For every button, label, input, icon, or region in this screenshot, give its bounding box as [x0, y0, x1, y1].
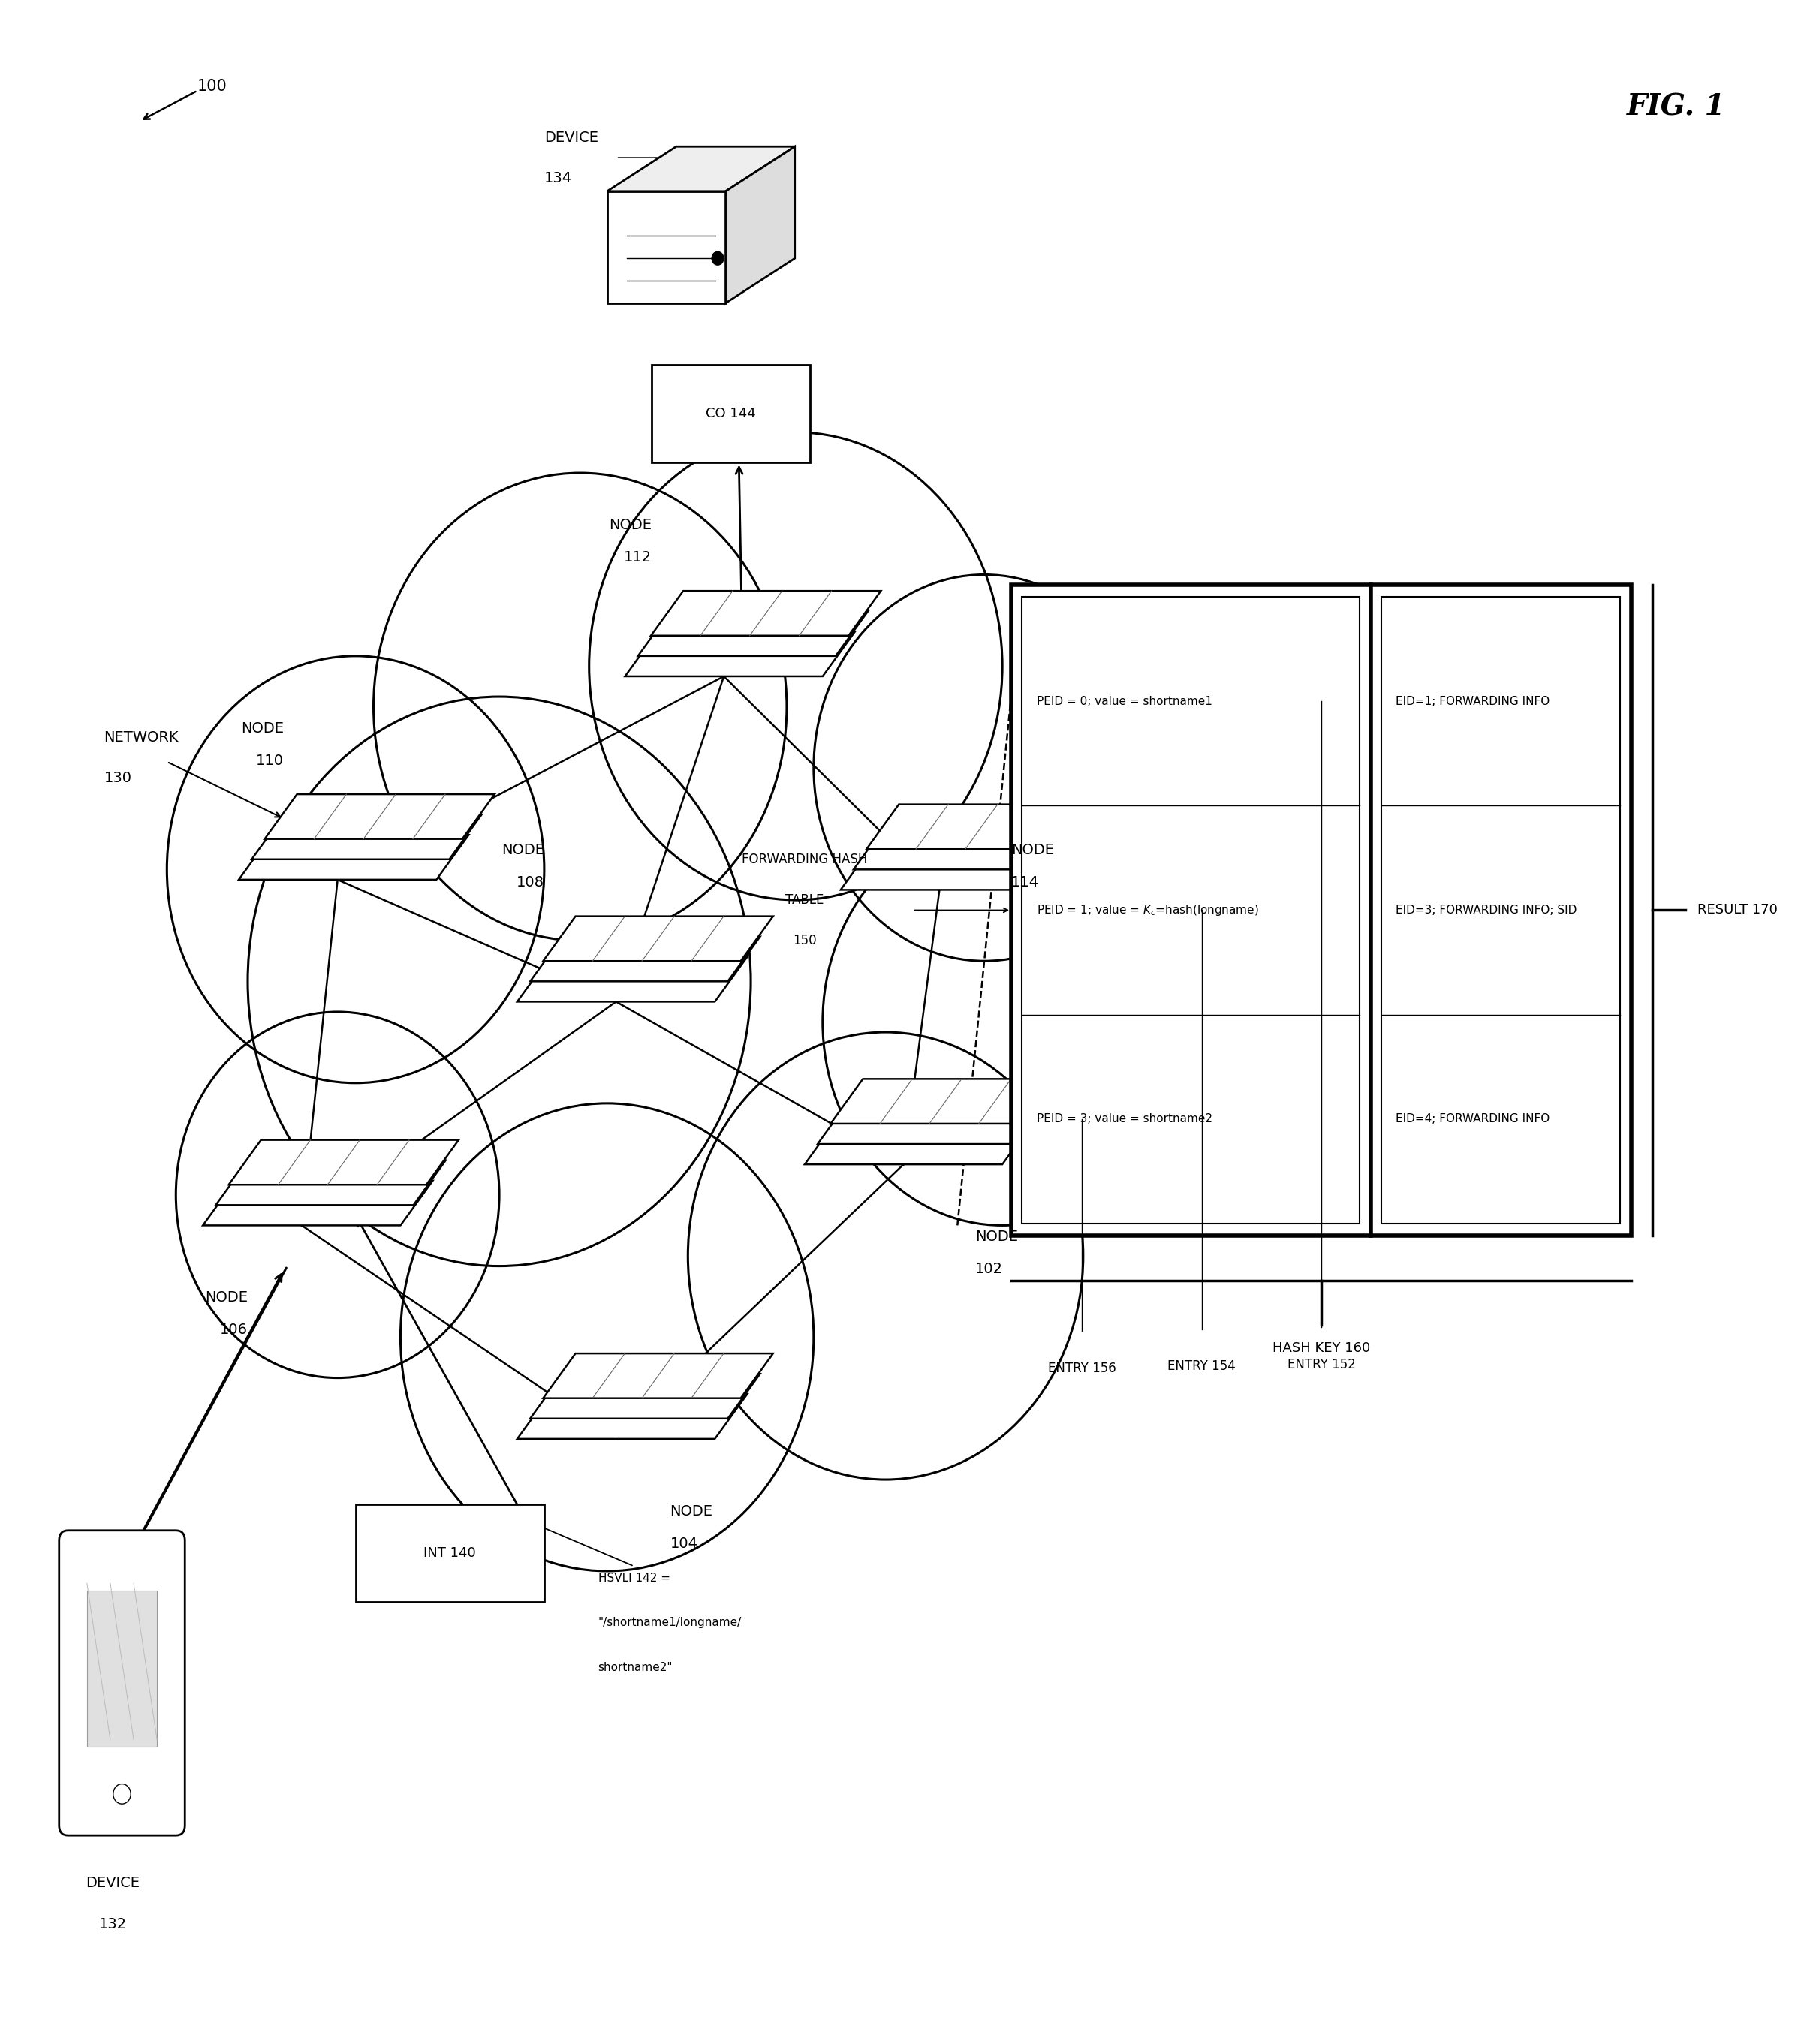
Polygon shape	[544, 916, 773, 961]
Polygon shape	[804, 1120, 1035, 1165]
Bar	[87, 1590, 157, 1748]
FancyBboxPatch shape	[1012, 585, 1370, 1235]
Polygon shape	[264, 795, 495, 838]
Circle shape	[114, 1784, 130, 1805]
FancyBboxPatch shape	[356, 1504, 544, 1602]
Text: CO 144: CO 144	[707, 407, 755, 421]
Text: NODE: NODE	[204, 1290, 248, 1304]
FancyBboxPatch shape	[60, 1531, 184, 1836]
Polygon shape	[202, 1181, 434, 1224]
Polygon shape	[529, 1374, 761, 1419]
Polygon shape	[638, 611, 867, 656]
Polygon shape	[517, 1394, 748, 1439]
Circle shape	[248, 697, 750, 1265]
Polygon shape	[215, 1161, 446, 1206]
Text: 104: 104	[670, 1537, 698, 1551]
Polygon shape	[607, 192, 726, 303]
Polygon shape	[817, 1100, 1048, 1145]
Text: RESULT 170: RESULT 170	[1697, 903, 1778, 918]
Polygon shape	[529, 936, 761, 981]
Polygon shape	[544, 1353, 773, 1398]
Polygon shape	[840, 844, 1070, 889]
Circle shape	[712, 251, 723, 266]
Polygon shape	[651, 591, 880, 636]
Circle shape	[374, 472, 786, 940]
Text: PEID = 3; value = shortname2: PEID = 3; value = shortname2	[1037, 1114, 1212, 1124]
Text: NODE: NODE	[501, 842, 544, 856]
Polygon shape	[867, 805, 1097, 848]
Text: 150: 150	[793, 934, 817, 948]
FancyBboxPatch shape	[1381, 597, 1621, 1222]
Text: HSVLI 142 =: HSVLI 142 =	[598, 1572, 670, 1584]
Polygon shape	[726, 147, 795, 303]
Polygon shape	[607, 147, 795, 192]
Text: EID=3; FORWARDING INFO; SID: EID=3; FORWARDING INFO; SID	[1395, 905, 1578, 916]
Polygon shape	[251, 816, 482, 858]
Text: HASH KEY 160: HASH KEY 160	[1272, 1341, 1370, 1355]
Text: NODE: NODE	[609, 517, 652, 531]
Text: NETWORK: NETWORK	[105, 730, 179, 744]
Polygon shape	[239, 834, 468, 879]
Text: TABLE: TABLE	[786, 893, 824, 908]
Circle shape	[813, 574, 1155, 961]
Circle shape	[589, 431, 1003, 899]
Circle shape	[166, 656, 544, 1083]
Text: "/shortname1/longname/: "/shortname1/longname/	[598, 1617, 741, 1629]
Circle shape	[175, 1012, 499, 1378]
FancyBboxPatch shape	[1370, 585, 1632, 1235]
Text: EID=4; FORWARDING INFO: EID=4; FORWARDING INFO	[1395, 1114, 1550, 1124]
Text: FIG. 1: FIG. 1	[1626, 92, 1726, 121]
Text: PEID = 0; value = shortname1: PEID = 0; value = shortname1	[1037, 695, 1212, 707]
Text: PEID = 1; value = $K_c$=hash(longname): PEID = 1; value = $K_c$=hash(longname)	[1037, 903, 1258, 918]
Text: NODE: NODE	[240, 722, 284, 736]
Text: NODE: NODE	[1012, 842, 1053, 856]
Text: 132: 132	[99, 1917, 126, 1932]
Text: FORWARDING HASH: FORWARDING HASH	[743, 852, 867, 867]
Polygon shape	[853, 824, 1084, 869]
Text: NODE: NODE	[976, 1228, 1017, 1243]
Text: INT 140: INT 140	[423, 1545, 475, 1560]
Text: NODE: NODE	[670, 1504, 712, 1519]
Text: 110: 110	[257, 754, 284, 769]
Text: DEVICE: DEVICE	[544, 131, 598, 145]
Circle shape	[822, 820, 1182, 1224]
Text: ENTRY 152: ENTRY 152	[1287, 1357, 1355, 1372]
Polygon shape	[517, 957, 748, 1002]
Text: 130: 130	[105, 771, 132, 785]
Circle shape	[688, 1032, 1082, 1480]
Text: 102: 102	[976, 1261, 1003, 1275]
Text: 108: 108	[517, 875, 544, 889]
FancyBboxPatch shape	[652, 366, 810, 462]
Text: ENTRY 156: ENTRY 156	[1048, 1361, 1117, 1376]
Circle shape	[401, 1104, 813, 1572]
Polygon shape	[625, 632, 855, 677]
Polygon shape	[831, 1079, 1061, 1124]
Text: EID=1; FORWARDING INFO: EID=1; FORWARDING INFO	[1395, 695, 1550, 707]
Text: 114: 114	[1012, 875, 1039, 889]
Text: DEVICE: DEVICE	[87, 1876, 139, 1891]
FancyBboxPatch shape	[1023, 597, 1361, 1222]
Text: 134: 134	[544, 172, 573, 186]
Text: 106: 106	[220, 1322, 248, 1337]
Text: ENTRY 154: ENTRY 154	[1167, 1359, 1236, 1374]
Text: 100: 100	[197, 80, 226, 94]
Polygon shape	[229, 1141, 459, 1186]
Text: shortname2": shortname2"	[598, 1662, 672, 1674]
Text: 112: 112	[623, 550, 652, 564]
